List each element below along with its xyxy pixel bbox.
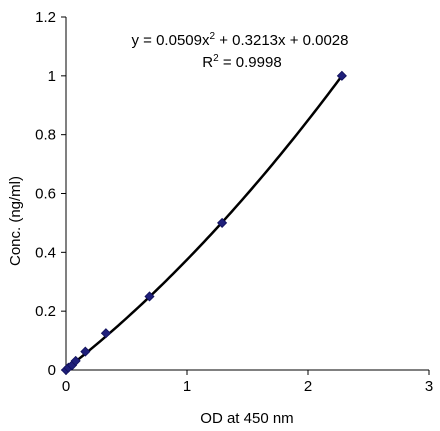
data-point	[217, 217, 228, 228]
trendline	[65, 75, 343, 371]
y-tick-label: 0.2	[35, 303, 56, 320]
y-tick-label: 0.8	[35, 127, 56, 144]
x-tick-label: 3	[425, 378, 433, 395]
trendline-equation: y = 0.0509x2 + 0.3213x + 0.0028	[132, 31, 349, 49]
plot-area	[60, 16, 430, 376]
r-squared-label: R2 = 0.9998	[202, 53, 281, 71]
data-point	[100, 328, 111, 339]
r2-suffix: = 0.9998	[219, 54, 282, 71]
equation-exponent: 2	[209, 31, 215, 42]
r2-prefix: R	[202, 54, 213, 71]
y-tick-label: 0.4	[35, 244, 56, 261]
y-tick-label: 0.6	[35, 186, 56, 203]
data-point	[80, 346, 91, 357]
x-tick-label: 0	[62, 378, 70, 395]
x-axis-title: OD at 450 nm	[200, 410, 293, 427]
x-tick-label: 2	[304, 378, 312, 395]
y-axis-title: Conc. (ng/ml)	[7, 176, 24, 266]
tick-labels: 0 0.2 0.4 0.6 0.8 1 1.2 0 1 2 3	[35, 9, 433, 395]
y-tick-label: 0	[48, 362, 56, 379]
y-tick-label: 1	[48, 68, 56, 85]
equation-suffix: + 0.3213x + 0.0028	[215, 32, 348, 49]
x-tick-label: 1	[183, 378, 191, 395]
data-point	[144, 291, 155, 302]
r2-exponent: 2	[213, 53, 219, 64]
y-tick-label: 1.2	[35, 9, 56, 26]
equation-prefix: y = 0.0509x	[132, 32, 210, 49]
data-point	[70, 355, 81, 366]
data-point	[336, 70, 347, 81]
